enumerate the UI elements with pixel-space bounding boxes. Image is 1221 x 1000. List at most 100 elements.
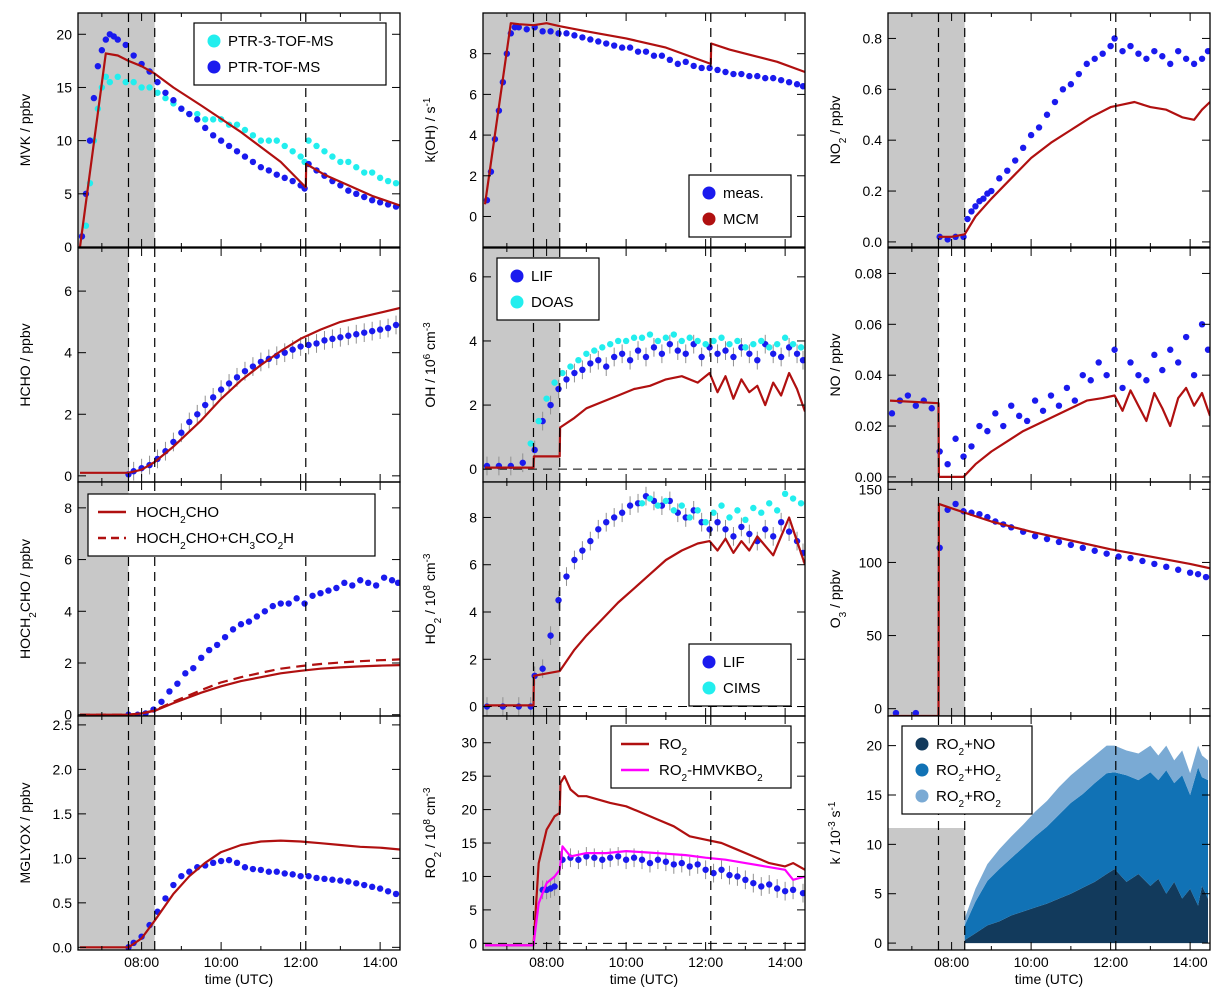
data-point bbox=[1087, 377, 1094, 384]
y-tick-label: 15 bbox=[461, 835, 477, 851]
data-point bbox=[372, 582, 380, 589]
data-point bbox=[313, 874, 320, 882]
data-point bbox=[610, 42, 618, 49]
data-point bbox=[333, 584, 340, 592]
x-tick-label: 12:00 bbox=[283, 954, 318, 970]
legend: PTR-3-TOF-MS PTR-TOF-MS bbox=[193, 22, 387, 86]
data-point bbox=[799, 356, 805, 364]
data-point bbox=[1000, 422, 1007, 430]
legend-marker bbox=[915, 763, 929, 777]
data-point bbox=[583, 853, 590, 860]
data-point bbox=[345, 878, 352, 885]
data-point bbox=[622, 337, 630, 345]
data-point bbox=[614, 337, 622, 345]
data-point bbox=[1019, 144, 1027, 152]
data-point bbox=[353, 331, 360, 338]
data-point bbox=[154, 78, 161, 86]
data-point bbox=[722, 347, 729, 354]
data-point bbox=[1204, 346, 1210, 353]
y-tick-label: 0 bbox=[469, 935, 477, 951]
data-point bbox=[233, 374, 241, 381]
data-point bbox=[726, 340, 733, 348]
data-point bbox=[237, 621, 245, 628]
data-point bbox=[1139, 557, 1146, 565]
data-point bbox=[253, 613, 261, 620]
data-point bbox=[178, 872, 185, 880]
shaded-region bbox=[78, 248, 129, 482]
data-point bbox=[154, 89, 161, 96]
series-1-alt-points bbox=[638, 490, 805, 526]
data-point bbox=[710, 509, 717, 516]
data-point bbox=[777, 76, 785, 84]
data-point bbox=[769, 533, 777, 540]
data-point bbox=[698, 353, 705, 361]
data-point bbox=[563, 30, 570, 37]
data-point bbox=[718, 502, 725, 509]
y-tick-label: 0.6 bbox=[863, 81, 883, 97]
legend-label: MCM bbox=[723, 211, 759, 228]
data-point bbox=[392, 890, 400, 898]
data-point bbox=[202, 116, 209, 123]
data-point bbox=[202, 124, 209, 132]
data-point bbox=[789, 495, 797, 502]
data-point bbox=[1151, 47, 1158, 55]
data-point bbox=[595, 38, 602, 45]
legend-box bbox=[688, 643, 792, 707]
data-point bbox=[265, 167, 273, 174]
data-point bbox=[313, 340, 320, 347]
data-point bbox=[297, 872, 304, 880]
data-point bbox=[1135, 50, 1142, 57]
panel-ro2-10-8-cm-3: 0 5 10 15 20 25 30 08:00 10:00 12:00 14:00 time (UT… bbox=[422, 715, 806, 987]
data-point bbox=[1182, 333, 1190, 341]
shaded-region bbox=[888, 13, 965, 247]
data-point bbox=[186, 418, 193, 426]
data-point bbox=[281, 870, 288, 877]
data-point bbox=[162, 94, 169, 102]
data-point bbox=[122, 78, 129, 86]
data-point bbox=[634, 347, 642, 354]
data-point bbox=[1095, 359, 1102, 366]
data-point bbox=[106, 78, 114, 86]
x-tick-label: 08:00 bbox=[124, 954, 159, 970]
legend-label: RO2+RO2 bbox=[936, 788, 1001, 810]
y-axis-label: MVK / ppbv bbox=[17, 94, 33, 166]
data-point bbox=[337, 158, 344, 166]
data-point bbox=[394, 579, 400, 587]
data-point bbox=[1067, 541, 1075, 549]
x-tick-label: 14:00 bbox=[1173, 954, 1208, 970]
data-point bbox=[178, 105, 185, 112]
data-point bbox=[257, 137, 265, 144]
data-point bbox=[662, 334, 670, 341]
data-point bbox=[710, 337, 717, 345]
data-point bbox=[376, 199, 384, 206]
data-point bbox=[762, 526, 769, 533]
y-tick-label: 0.2 bbox=[863, 183, 883, 199]
data-point bbox=[1039, 407, 1047, 414]
data-point bbox=[670, 331, 678, 338]
data-point bbox=[682, 58, 689, 66]
data-point bbox=[678, 337, 685, 345]
data-point bbox=[543, 395, 550, 402]
legend-marker bbox=[915, 789, 929, 803]
data-point bbox=[547, 28, 554, 35]
data-point bbox=[357, 577, 364, 584]
data-point bbox=[754, 356, 761, 364]
x-tick-label: 10:00 bbox=[1014, 954, 1049, 970]
data-point bbox=[1043, 111, 1051, 118]
legend-label: LIF bbox=[531, 268, 553, 285]
data-point bbox=[225, 856, 233, 864]
data-point bbox=[702, 340, 709, 348]
data-point bbox=[194, 411, 201, 418]
data-point bbox=[209, 132, 217, 139]
y-tick-label: 30 bbox=[461, 735, 477, 751]
data-point bbox=[599, 344, 606, 351]
data-point bbox=[190, 664, 197, 672]
data-point bbox=[170, 97, 177, 104]
data-point bbox=[1047, 392, 1055, 399]
legend-label: HOCH2CHO+CH3CO2H bbox=[136, 530, 294, 552]
data-point bbox=[579, 366, 586, 374]
data-point bbox=[114, 73, 121, 81]
y-axis-label: HO2 / 108 cm-3 bbox=[422, 553, 444, 644]
data-point bbox=[1031, 532, 1039, 540]
y-tick-label: 6 bbox=[469, 86, 477, 102]
